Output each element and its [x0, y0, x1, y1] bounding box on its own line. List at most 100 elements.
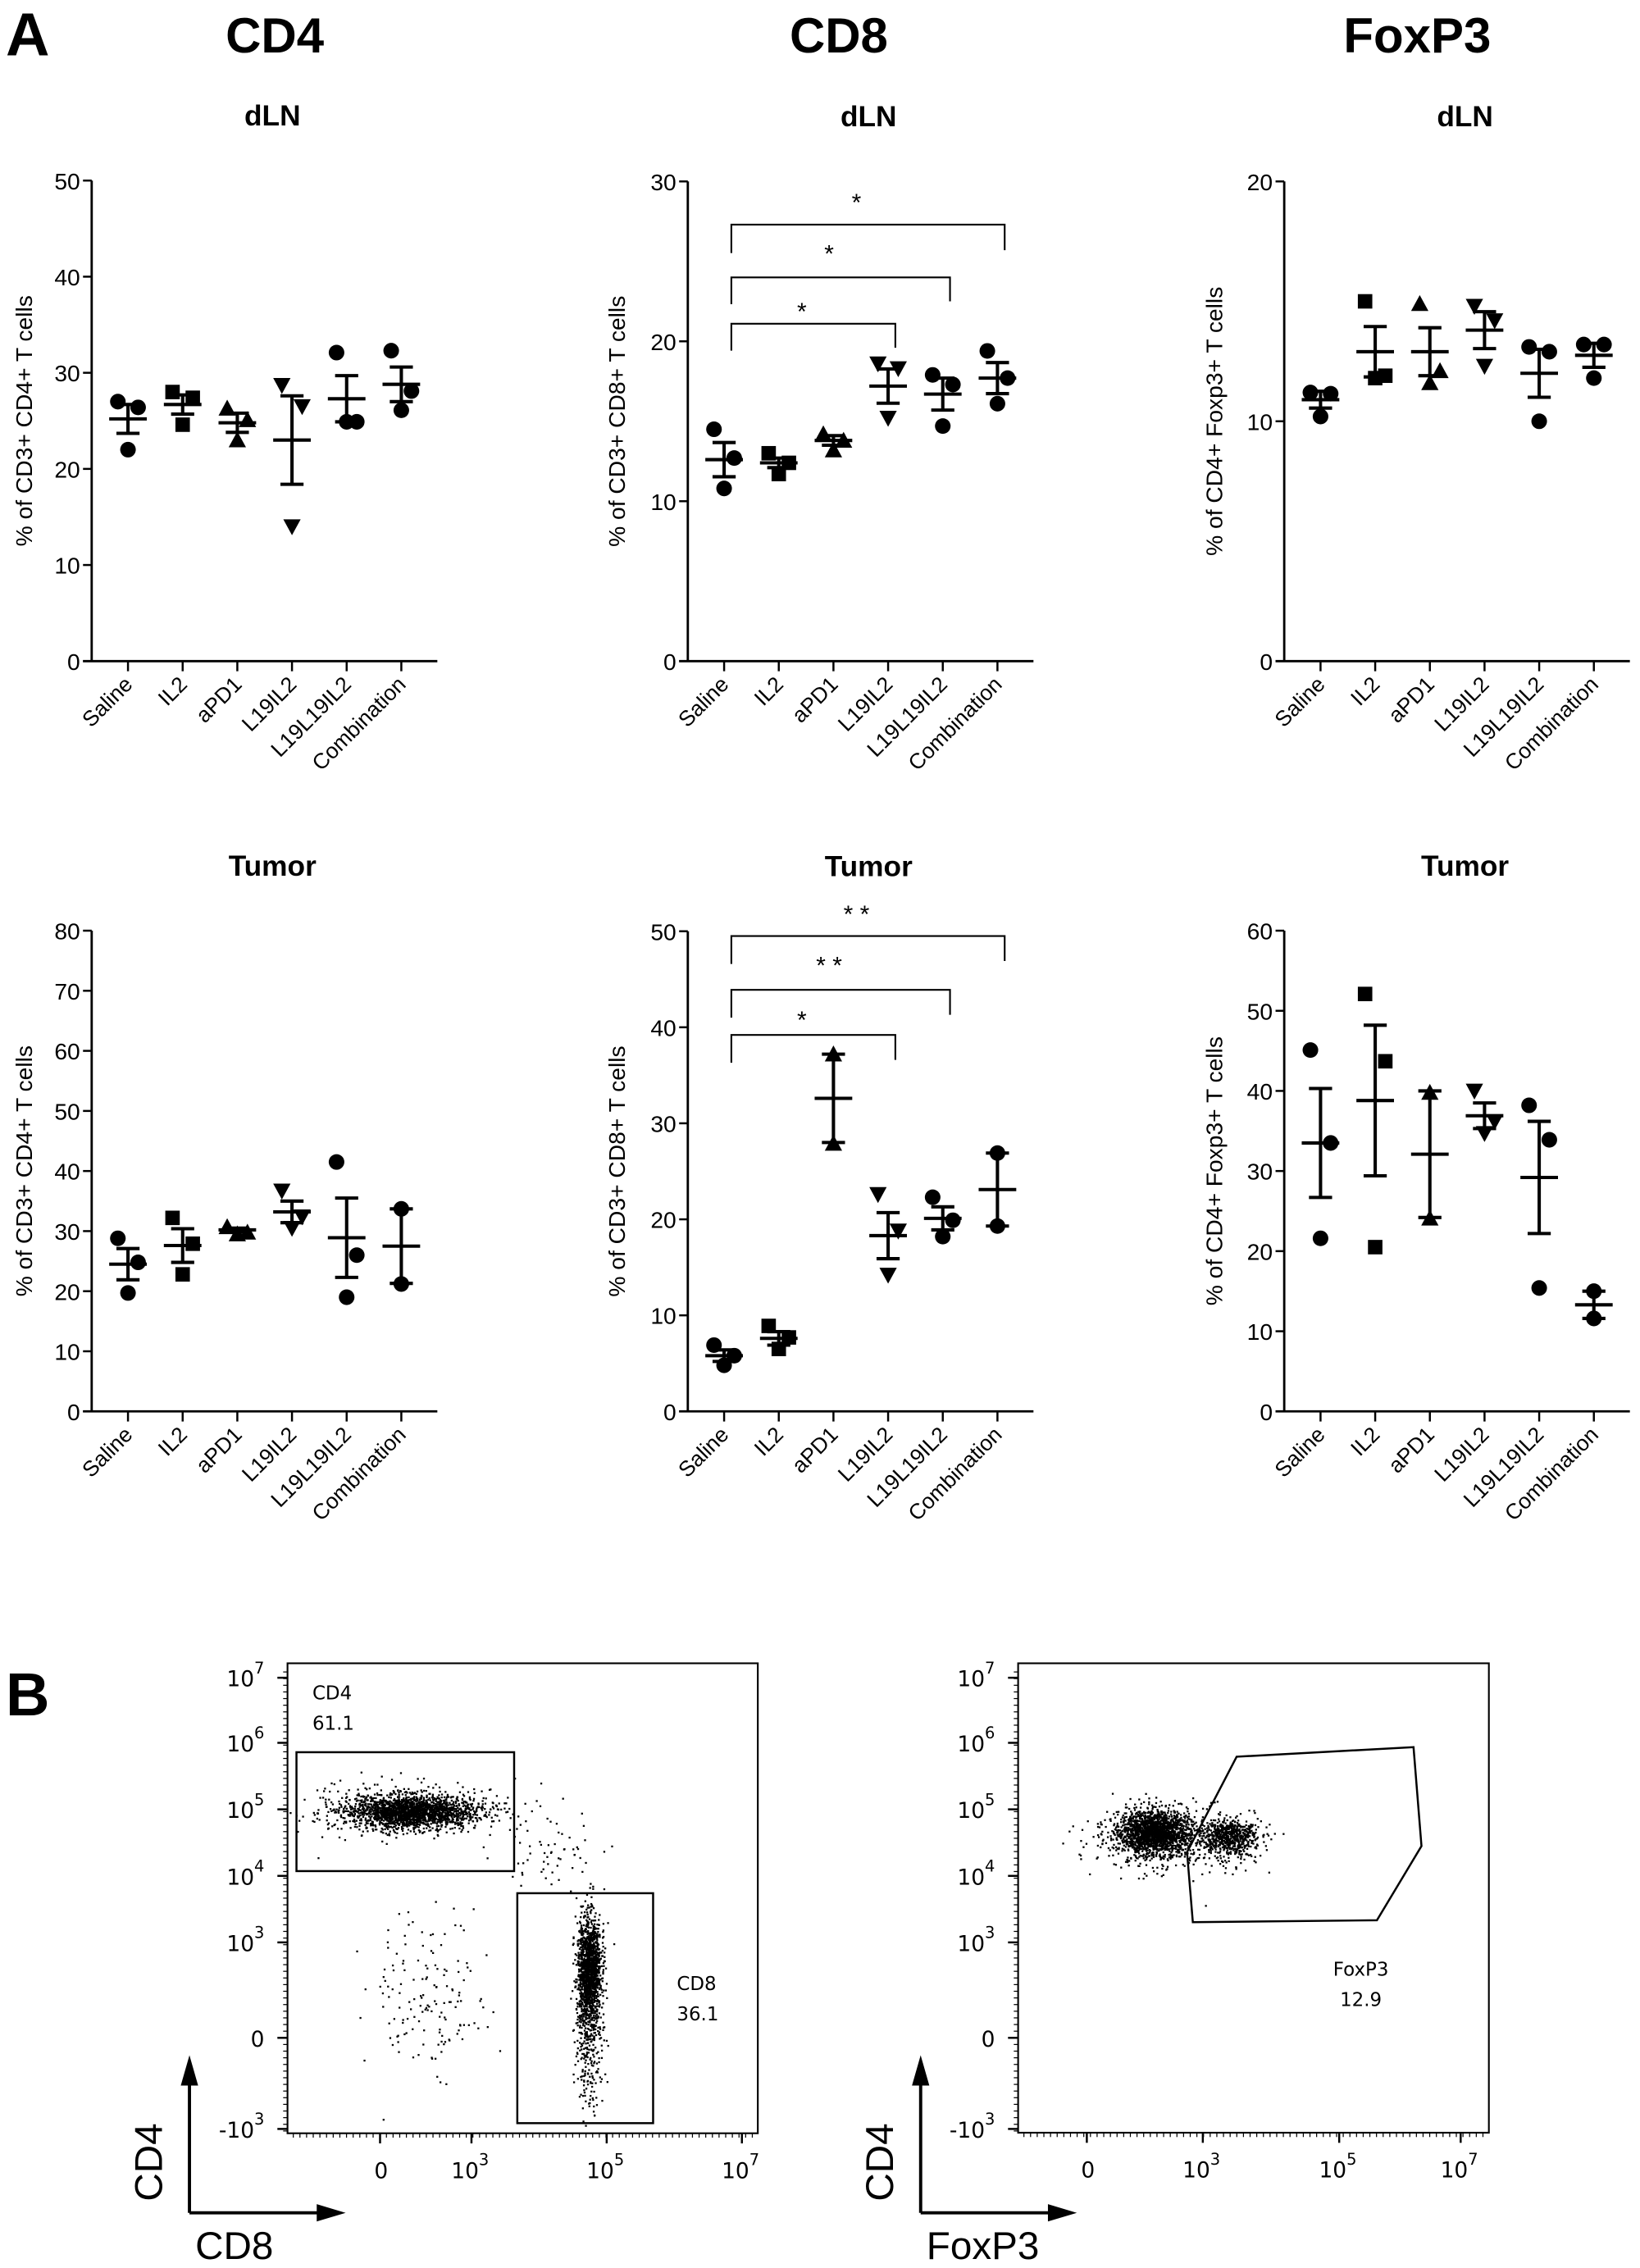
event-dot [581, 1934, 584, 1937]
event-dot [376, 1815, 379, 1818]
event-dot [440, 1796, 443, 1799]
event-dot [590, 1921, 593, 1924]
event-dot [339, 1802, 341, 1806]
event-dot [590, 2064, 594, 2067]
event-dot [602, 2013, 605, 2015]
event-dot [576, 2060, 580, 2062]
event-dot [445, 1812, 448, 1815]
event-dot [579, 2016, 581, 2020]
event-dot [585, 1967, 588, 1970]
event-dot [582, 1981, 585, 1983]
event-dot [421, 1816, 423, 1819]
event-dot [582, 2012, 585, 2015]
event-dot [383, 1811, 385, 1814]
event-dot [385, 1816, 388, 1819]
event-dot [370, 1803, 373, 1806]
event-dot [594, 2028, 597, 2031]
event-dot [598, 1953, 600, 1956]
event-dot [386, 1941, 390, 1943]
event-dot [457, 1799, 459, 1802]
event-dot [456, 1796, 458, 1798]
event-dot [417, 1815, 419, 1819]
event-dot [585, 1984, 588, 1988]
event-dot [448, 2038, 450, 2041]
event-dot [381, 1840, 384, 1843]
group-il2 [1356, 294, 1395, 385]
event-dot [385, 1809, 389, 1811]
event-dot [584, 1946, 586, 1948]
event-dot [580, 1942, 582, 1946]
event-dot [392, 1808, 395, 1810]
event-dot [468, 1797, 472, 1800]
event-dot [470, 1806, 473, 1808]
arrow-head-up-icon [180, 2055, 198, 2086]
event-dot [412, 1803, 414, 1806]
event-dot [442, 1808, 444, 1810]
event-dot [585, 1982, 587, 1984]
event-dot [600, 2056, 604, 2060]
event-dot [598, 1955, 600, 1957]
event-dot [458, 1815, 460, 1818]
event-dot [594, 1977, 596, 1979]
event-dot [417, 1805, 419, 1807]
event-dot [413, 1792, 416, 1795]
event-dot [467, 1815, 469, 1818]
event-dot [586, 2042, 590, 2044]
x-tick-label: 105 [586, 2150, 624, 2184]
event-dot [594, 1945, 597, 1948]
event-dot [591, 2074, 594, 2078]
tick-exponent: 6 [254, 1724, 264, 1742]
event-dot [581, 1988, 583, 1991]
event-dot [580, 1968, 582, 1970]
event-dot [453, 1823, 457, 1825]
significance-bracket [730, 989, 951, 1018]
event-dot [594, 1927, 597, 1929]
event-dot [356, 1815, 359, 1818]
event-dot [590, 1906, 592, 1908]
event-dot [590, 1939, 593, 1942]
event-dot [400, 1820, 403, 1824]
event-dot [444, 1821, 447, 1824]
data-point [945, 376, 961, 393]
y-tick-label: 20 [650, 1207, 676, 1233]
event-dot [446, 1807, 449, 1810]
event-dot [591, 1972, 594, 1974]
event-dot [606, 1997, 608, 2000]
event-dot [414, 1826, 417, 1829]
event-dot [597, 1978, 599, 1981]
significance-bracket [730, 322, 896, 351]
event-dot [584, 2072, 586, 2074]
event-dot [386, 1810, 390, 1813]
event-dot [392, 1805, 394, 1807]
event-dot [589, 1943, 591, 1946]
event-dot [602, 1929, 605, 1932]
event-dot [506, 1810, 509, 1813]
event-dot [400, 1813, 403, 1816]
event-dot [412, 1803, 416, 1806]
event-dot [410, 1805, 412, 1807]
event-dot [403, 1808, 407, 1810]
event-dot [587, 1929, 590, 1933]
event-dot [381, 1806, 384, 1810]
event-dot [421, 1807, 424, 1810]
event-dot [519, 1824, 522, 1826]
event-dot [457, 1782, 459, 1784]
event-dot [406, 1792, 408, 1794]
event-dot [456, 2033, 458, 2035]
event-dot [596, 1977, 599, 1979]
event-dot [394, 1823, 396, 1826]
event-dot [439, 1806, 441, 1808]
event-dot [399, 2006, 401, 2009]
event-dot [596, 1959, 599, 1961]
event-dot [585, 1924, 587, 1928]
event-dot [408, 1820, 410, 1824]
tick-exponent: 5 [614, 2150, 624, 2169]
event-dot [421, 1813, 424, 1816]
event-dot [582, 1998, 585, 2001]
event-dot [448, 1818, 451, 1821]
event-dot [476, 1819, 479, 1822]
event-dot [580, 2014, 583, 2017]
event-dot [580, 1992, 582, 1994]
event-dot [426, 1976, 428, 1979]
